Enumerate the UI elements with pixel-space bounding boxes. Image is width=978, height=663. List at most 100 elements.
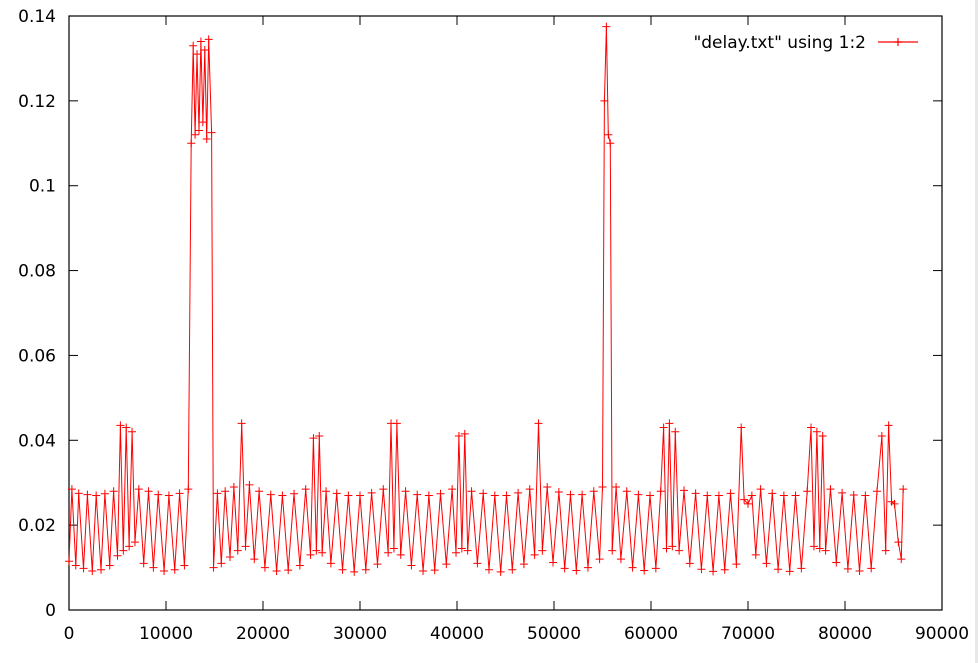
data-point: [116, 421, 125, 430]
data-point: [350, 567, 359, 576]
data-point: [751, 550, 760, 559]
data-point: [160, 566, 169, 575]
data-point: [125, 542, 134, 551]
data-point: [260, 563, 269, 572]
data-point: [525, 485, 534, 494]
y-tick-label: 0.08: [18, 262, 56, 282]
x-tick-label: 20000: [236, 624, 290, 644]
data-point: [485, 565, 494, 574]
data-point: [401, 487, 410, 496]
data-point: [602, 22, 611, 31]
data-point: [65, 557, 73, 566]
data-point: [338, 565, 347, 574]
data-point: [815, 544, 824, 553]
data-point: [457, 544, 466, 553]
data-point: [519, 560, 528, 569]
data-point: [463, 546, 472, 555]
data-point: [843, 564, 852, 573]
y-tick-label: 0.1: [29, 177, 56, 197]
data-point: [659, 423, 668, 432]
data-point: [595, 555, 604, 564]
data-point: [572, 566, 581, 575]
x-tick-label: 70000: [721, 624, 775, 644]
data-point: [549, 558, 558, 567]
x-tick-label: 80000: [818, 624, 872, 644]
data-point: [691, 489, 700, 498]
data-point: [899, 485, 908, 494]
data-point: [832, 558, 841, 567]
data-point: [122, 423, 131, 432]
data-point: [430, 566, 439, 575]
data-point: [838, 488, 847, 497]
data-point: [881, 546, 890, 555]
data-point: [467, 487, 476, 496]
data-point: [67, 485, 76, 494]
data-point: [97, 565, 106, 574]
data-point: [413, 490, 422, 499]
data-point: [703, 491, 712, 500]
data-point: [237, 419, 246, 428]
data-point: [187, 139, 196, 148]
window-edge: [975, 0, 978, 663]
data-point: [396, 550, 405, 559]
data-point: [803, 487, 812, 496]
data-point: [791, 491, 800, 500]
data-point: [233, 546, 242, 555]
data-point: [207, 128, 216, 137]
data-point: [361, 565, 370, 574]
data-point: [332, 489, 341, 498]
data-point: [119, 546, 128, 555]
data-point: [646, 491, 655, 500]
data-point: [640, 566, 649, 575]
data-point: [245, 480, 254, 489]
x-tick-label: 40000: [430, 624, 484, 644]
data-point: [762, 559, 771, 568]
data-point: [589, 487, 598, 496]
data-point: [407, 561, 416, 570]
data-point: [266, 490, 275, 499]
data-point: [797, 564, 806, 573]
data-point: [189, 41, 198, 50]
data-point: [821, 546, 830, 555]
data-point: [344, 491, 353, 500]
data-point: [309, 434, 318, 443]
data-point: [392, 419, 401, 428]
data-point: [606, 139, 615, 148]
data-point: [184, 485, 193, 494]
x-tick-label: 60000: [624, 624, 678, 644]
data-point: [785, 567, 794, 576]
data-point: [226, 552, 235, 561]
data-point: [295, 561, 304, 570]
data-point: [679, 486, 688, 495]
data-point: [198, 118, 207, 127]
data-point: [318, 548, 327, 557]
data-point: [890, 499, 899, 508]
data-point: [306, 550, 315, 559]
data-point: [379, 485, 388, 494]
legend-marker: [894, 38, 902, 46]
data-point: [134, 485, 143, 494]
data-point: [109, 487, 118, 496]
data-point: [697, 565, 706, 574]
data-point: [818, 432, 827, 441]
data-point: [272, 566, 281, 575]
data-point: [204, 35, 213, 44]
data-point: [356, 491, 364, 500]
data-point: [867, 564, 876, 573]
data-point: [768, 489, 777, 498]
data-point: [744, 499, 752, 508]
data-point: [747, 491, 756, 500]
data-point: [508, 565, 517, 574]
data-point: [193, 50, 202, 59]
data-point: [315, 432, 324, 441]
data-point: [877, 432, 886, 441]
y-tick-label: 0.02: [18, 516, 56, 536]
data-point: [543, 482, 552, 491]
data-point: [774, 565, 783, 574]
data-point: [675, 546, 684, 555]
data-point: [616, 555, 625, 564]
data-point: [196, 37, 205, 46]
data-point: [164, 491, 173, 500]
data-point: [566, 490, 575, 499]
data-point: [514, 488, 523, 497]
